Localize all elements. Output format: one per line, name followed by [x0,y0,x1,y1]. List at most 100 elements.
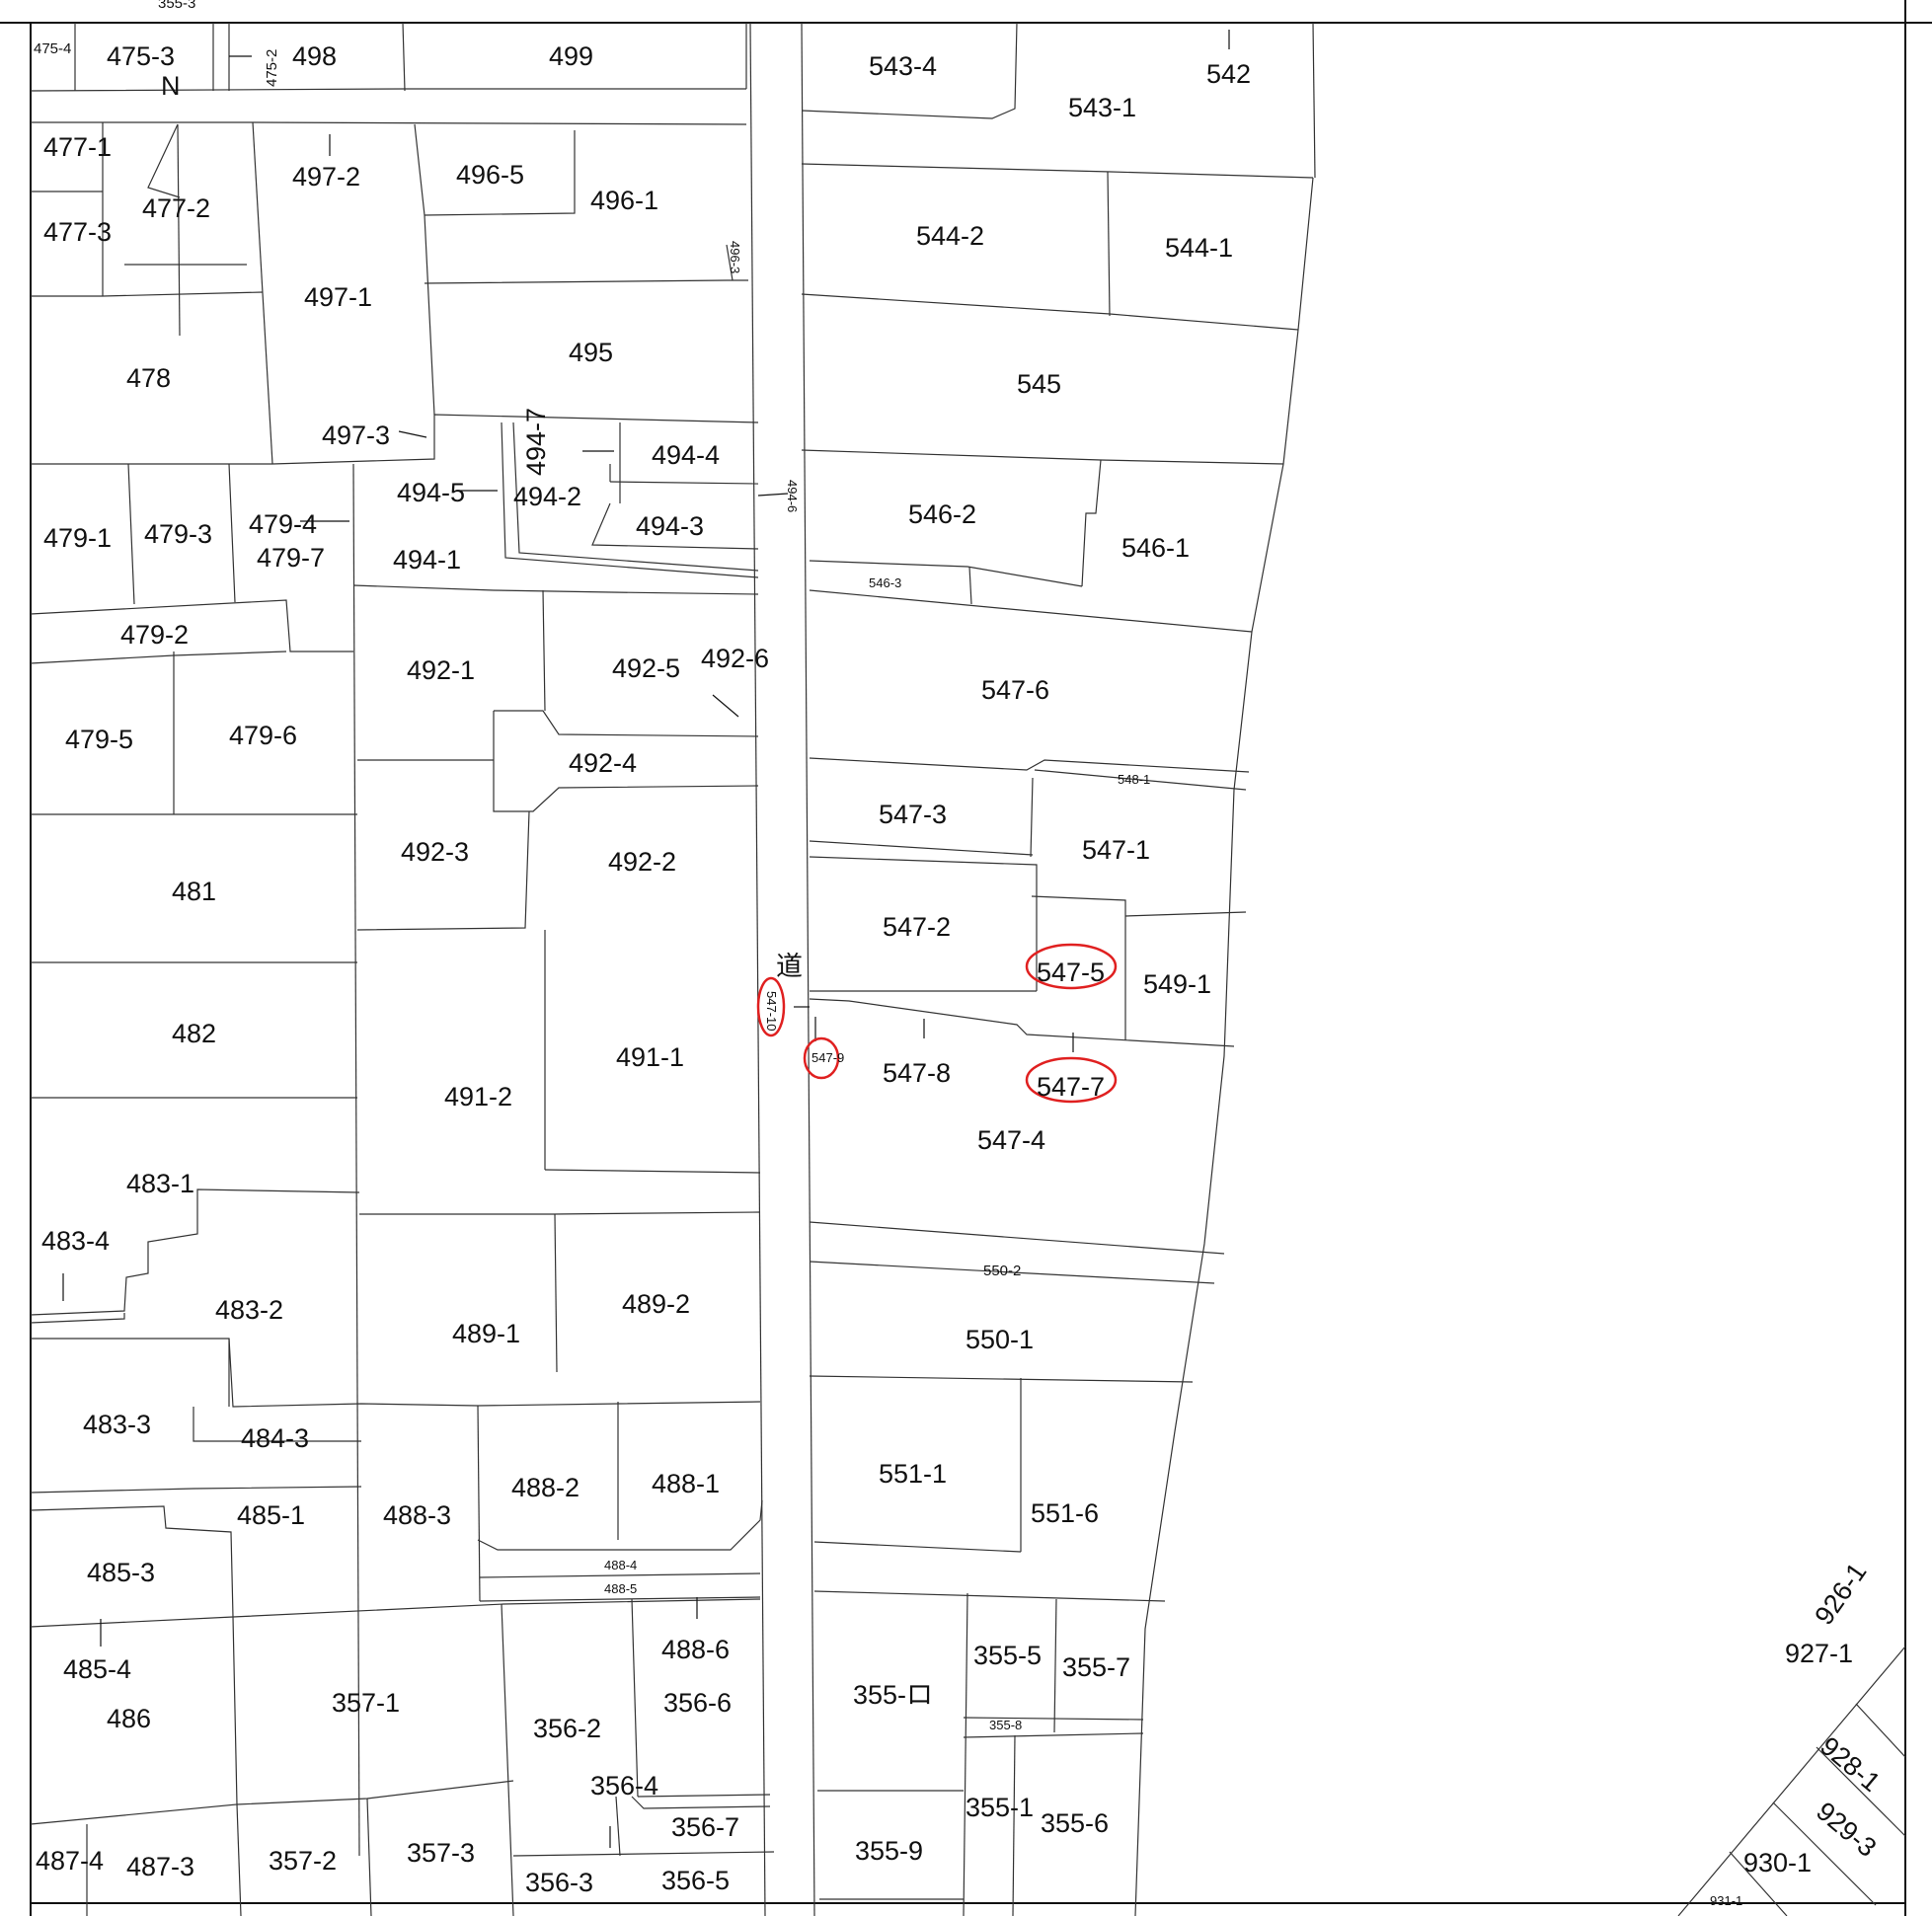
parcel-label: 356-4 [590,1771,658,1801]
parcel-label: 547-2 [883,912,951,942]
parcel-label: 547-1 [1082,835,1150,865]
parcel-label: 492-3 [401,837,469,867]
parcel-label: 928-1 [1815,1731,1886,1798]
top-cut-label: 355-3 [158,0,195,12]
parcel-label: 491-1 [616,1042,684,1072]
parcel-label: 483-2 [215,1295,283,1325]
parcel-label: 356-5 [661,1866,730,1895]
parcel-label: 484-3 [241,1423,309,1453]
parcel-label: 483-3 [83,1410,151,1439]
parcel-label: 356-3 [525,1868,593,1897]
parcel-label: 498 [292,41,337,71]
parcel-label: 494-3 [636,511,704,541]
parcel-label: 544-2 [916,221,984,251]
parcel-label: 499 [549,41,593,71]
parcel-label: 496-5 [456,160,524,190]
parcel-label: 547-3 [879,800,947,829]
parcel-label: 485-4 [63,1654,131,1684]
parcel-label: 357-3 [407,1838,475,1868]
parcel-label: 355-7 [1062,1652,1130,1682]
parcel-label: 492-6 [701,644,769,673]
parcel-label: 488-1 [652,1469,720,1498]
parcel-label: 483-4 [41,1226,110,1256]
parcel-label: 547-9 [811,1050,844,1065]
parcel-label: 495 [569,338,613,367]
parcel-label: 489-1 [452,1319,520,1348]
parcel-label: 492-5 [612,653,680,683]
parcel-label: 494-4 [652,440,720,470]
parcel-label: 477-1 [43,132,112,162]
highlight-547-5 [1025,943,1118,990]
parcel-label: 479-3 [144,519,212,549]
parcel-label: 488-6 [661,1635,730,1664]
parcel-label: 544-1 [1165,233,1233,263]
parcel-label: 487-3 [126,1852,194,1881]
parcel-label: 491-2 [444,1082,512,1111]
parcel-label: 492-1 [407,655,475,685]
parcel-label: 549-1 [1143,969,1211,999]
parcel-label: 931-1 [1710,1893,1742,1908]
parcel-label: 478 [126,363,171,393]
parcel-label: 543-4 [869,51,937,81]
parcel-label: 930-1 [1743,1848,1812,1878]
parcel-label: 488-4 [604,1558,637,1572]
parcel-label: 356-6 [663,1688,732,1718]
road-label: 道 [776,952,803,981]
north-arrow-icon: N [124,71,247,337]
parcel-label: 492-2 [608,847,676,877]
parcel-label: 497-2 [292,162,360,192]
parcel-label: 486 [107,1704,151,1733]
parcel-label: 479-7 [257,543,325,573]
parcel-label: 547-4 [977,1125,1045,1155]
parcel-labels: 355-3 道 475-4 475-3 475-2 498 499 543-4 … [34,0,1886,1908]
highlight-547-7 [1025,1056,1118,1104]
north-label: N [161,71,181,101]
parcel-label: 926-1 [1809,1558,1872,1631]
parcel-boundaries [30,22,1906,1916]
parcel-label: 497-1 [304,282,372,312]
parcel-label: 547-5 [1037,958,1105,987]
parcel-label: 547-8 [883,1058,951,1088]
parcel-label: 355-9 [855,1836,923,1866]
highlight-547-9 [803,1036,840,1080]
parcel-label: 545 [1017,369,1061,399]
parcel-label: 479-4 [249,509,317,539]
parcel-label: 355-ロ [853,1680,933,1710]
parcel-label: 551-1 [879,1459,947,1489]
parcel-label: 488-2 [511,1473,580,1502]
parcel-label: 546-2 [908,499,976,529]
parcel-label: 927-1 [1785,1639,1853,1668]
parcel-label: 481 [172,877,216,906]
highlight-547-10 [756,976,786,1037]
parcel-label: 546-3 [869,575,901,590]
parcel-label: 479-2 [120,620,189,650]
parcel-label: 479-6 [229,721,297,750]
parcel-label: 547-6 [981,675,1049,705]
parcel-label: 355-6 [1041,1808,1109,1838]
parcel-label: 543-1 [1068,93,1136,122]
parcel-label: 494-7 [521,408,551,476]
parcel-label: 483-1 [126,1169,194,1198]
parcel-label: 485-1 [237,1500,305,1530]
parcel-label: 482 [172,1019,216,1048]
parcel-label: 488-3 [383,1500,451,1530]
parcel-label: 494-5 [397,478,465,507]
parcel-label: 475-2 [264,49,280,87]
parcel-label: 494-2 [513,482,581,511]
parcel-label: 475-4 [34,40,71,57]
parcel-label: 485-3 [87,1558,155,1587]
leader-arrows [62,30,1230,1848]
parcel-label: 355-5 [973,1641,1042,1670]
parcel-label: 547-7 [1037,1072,1105,1102]
parcel-label: 357-1 [332,1688,400,1718]
parcel-label: 355-8 [989,1718,1022,1732]
parcel-label: 548-1 [1118,772,1150,787]
parcel-label: 356-2 [533,1714,601,1743]
parcel-label: 496-1 [590,186,658,215]
parcel-label: 487-4 [36,1846,104,1876]
parcel-label: 475-3 [107,41,175,71]
parcel-label: 357-2 [269,1846,337,1876]
parcel-label: 489-2 [622,1289,690,1319]
parcel-label: 550-1 [966,1325,1034,1354]
